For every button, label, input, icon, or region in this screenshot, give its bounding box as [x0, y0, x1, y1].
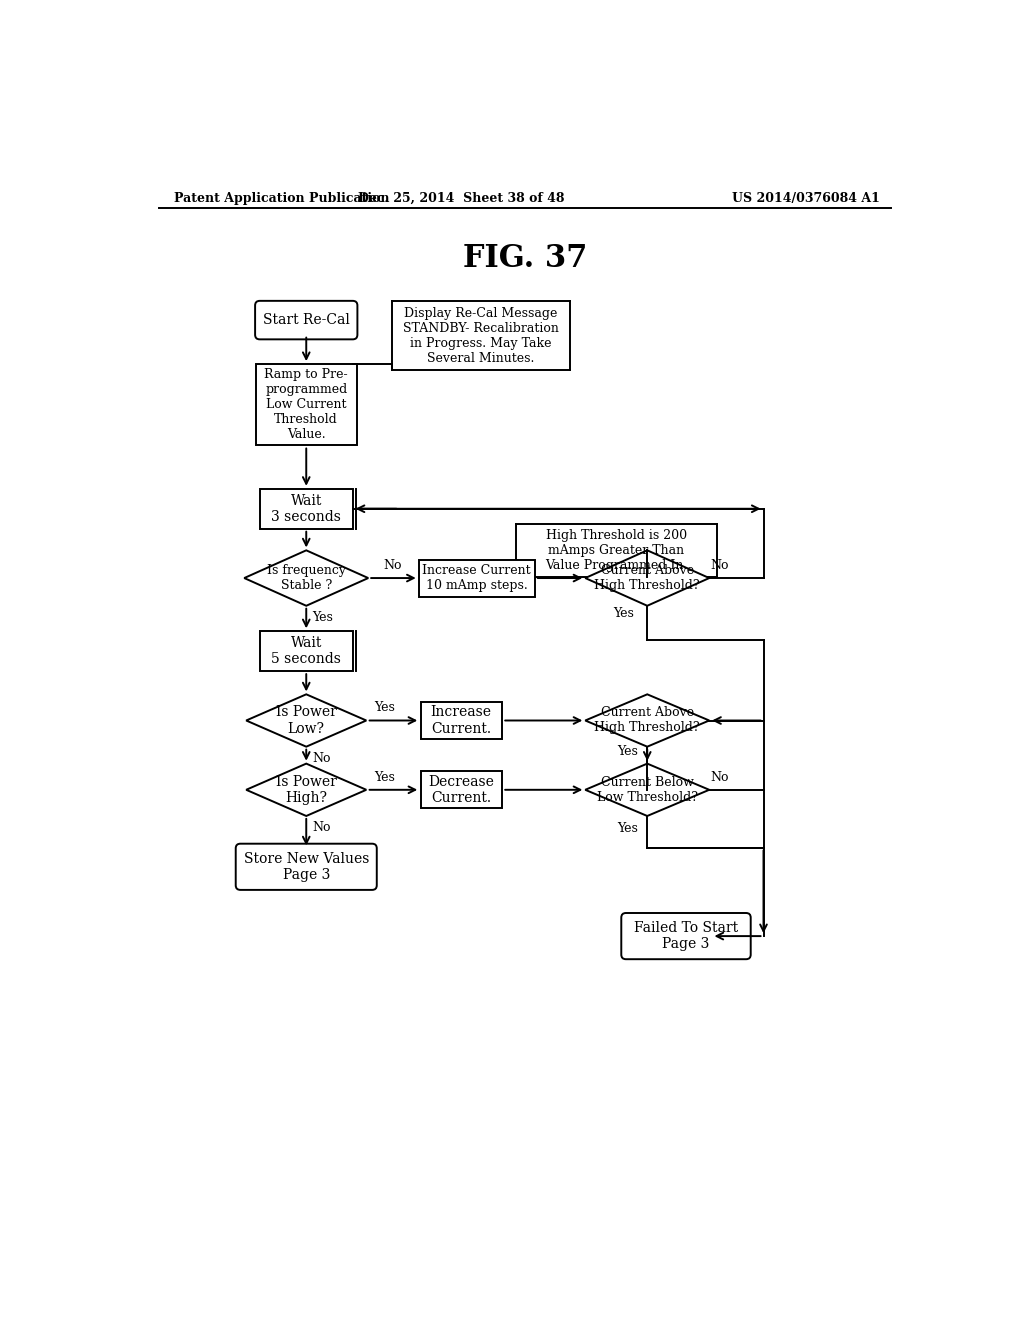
Polygon shape [245, 550, 369, 606]
Text: Is Power
High?: Is Power High? [275, 775, 337, 805]
Bar [260, 488, 352, 529]
Text: No: No [312, 821, 331, 834]
FancyBboxPatch shape [622, 913, 751, 960]
Polygon shape [586, 550, 710, 606]
Text: Display Re-Cal Message
STANDBY- Recalibration
in Progress. May Take
Several Minu: Display Re-Cal Message STANDBY- Recalibr… [402, 306, 558, 364]
Text: Wait
5 seconds: Wait 5 seconds [271, 636, 341, 667]
Text: Yes: Yes [375, 771, 395, 784]
Text: Is frequency
Stable ?: Is frequency Stable ? [266, 564, 346, 593]
Text: Dec. 25, 2014  Sheet 38 of 48: Dec. 25, 2014 Sheet 38 of 48 [358, 191, 564, 205]
Bar [421, 702, 502, 739]
Polygon shape [586, 763, 710, 816]
Text: US 2014/0376084 A1: US 2014/0376084 A1 [732, 191, 881, 205]
Text: Yes: Yes [617, 744, 638, 758]
Text: No: No [384, 558, 402, 572]
Text: Yes: Yes [312, 611, 334, 624]
Bar [421, 771, 502, 808]
Text: Yes: Yes [613, 607, 635, 620]
Text: Is Power
Low?: Is Power Low? [275, 705, 337, 735]
Bar [419, 560, 535, 597]
Text: Wait
3 seconds: Wait 3 seconds [271, 494, 341, 524]
Text: Store New Values
Page 3: Store New Values Page 3 [244, 851, 369, 882]
Text: Increase
Current.: Increase Current. [431, 705, 492, 735]
Polygon shape [586, 694, 710, 747]
Bar [256, 364, 356, 445]
Text: Ramp to Pre-
programmed
Low Current
Threshold
Value.: Ramp to Pre- programmed Low Current Thre… [264, 368, 348, 441]
Text: No: No [711, 558, 729, 572]
Polygon shape [246, 694, 367, 747]
Text: No: No [312, 751, 331, 764]
Text: Increase Current
10 mAmp steps.: Increase Current 10 mAmp steps. [423, 564, 531, 593]
Bar [260, 631, 352, 671]
FancyBboxPatch shape [236, 843, 377, 890]
Text: Decrease
Current.: Decrease Current. [428, 775, 495, 805]
Text: FIG. 37: FIG. 37 [463, 243, 587, 275]
Text: Patent Application Publication: Patent Application Publication [174, 191, 390, 205]
Text: High Threshold is 200
mAmps Greater Than
Value Programmed In.: High Threshold is 200 mAmps Greater Than… [545, 529, 687, 572]
Polygon shape [246, 763, 367, 816]
Text: Current Below
Low Threshold?: Current Below Low Threshold? [597, 776, 697, 804]
Text: Current Above
High Threshold?: Current Above High Threshold? [595, 564, 700, 593]
Text: Current Above
High Threshold?: Current Above High Threshold? [595, 706, 700, 734]
Text: Start Re-Cal: Start Re-Cal [263, 313, 349, 327]
Text: No: No [711, 771, 729, 784]
Text: Yes: Yes [375, 701, 395, 714]
Text: Failed To Start
Page 3: Failed To Start Page 3 [634, 921, 738, 952]
FancyBboxPatch shape [255, 301, 357, 339]
Text: Yes: Yes [617, 822, 638, 834]
